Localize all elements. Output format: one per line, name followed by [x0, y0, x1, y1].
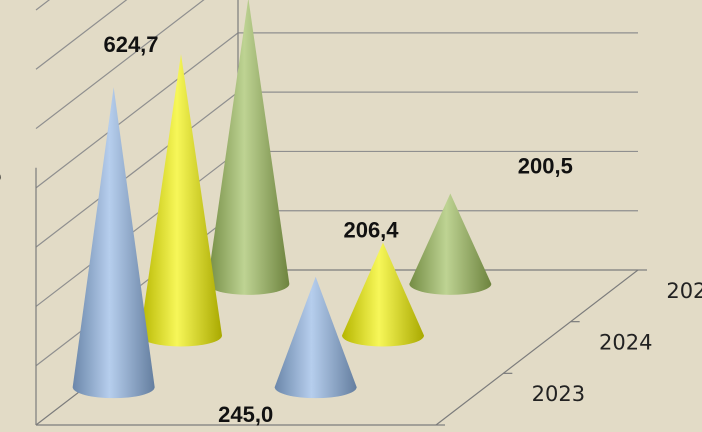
cone-2024-0 [140, 54, 222, 347]
depth-label-2024: 2024 [599, 331, 652, 355]
gridline [35, 0, 205, 130]
gridline [35, 0, 128, 70]
cone-2025-1 [409, 193, 492, 295]
data-label: 200,5 [518, 153, 573, 178]
cone-body [342, 242, 424, 347]
cone-body [409, 193, 492, 295]
gridline [35, 0, 51, 11]
cone-2024-1 [342, 242, 424, 347]
axis-edge [435, 269, 639, 426]
cone-body [72, 87, 155, 399]
data-label: 245,0 [218, 402, 273, 427]
cone-body [140, 54, 222, 347]
data-label: 206,4 [343, 218, 399, 243]
cone-2023-0 [72, 87, 155, 399]
chart-depth-labels: 2023 2024 2025 [532, 279, 702, 406]
cone-2025-0 [207, 0, 290, 295]
cone-body [207, 0, 290, 295]
cone-body [274, 276, 357, 399]
cone-2023-1 [274, 276, 357, 399]
depth-label-2023: 2023 [532, 382, 585, 406]
data-label: 665,5 [0, 162, 1, 187]
chart-cones [72, 0, 492, 399]
data-label: 624,7 [103, 32, 158, 57]
depth-label-2025: 2025 [666, 279, 702, 303]
